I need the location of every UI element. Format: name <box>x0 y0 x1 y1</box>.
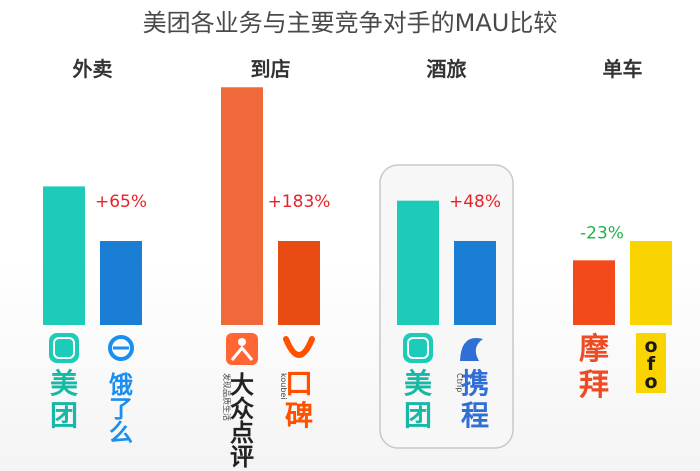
brand-logo-char: 团 <box>404 399 432 432</box>
dianping-figure-body <box>230 345 254 361</box>
ofo-badge-shape <box>636 333 666 393</box>
ctrip-dolphin-shape <box>460 337 483 361</box>
eleme-swirl-shape <box>108 335 134 361</box>
brand-logo-subtext: 发现品质生活 <box>222 373 232 421</box>
bar-dianping <box>221 87 263 325</box>
change-percent-label: +48% <box>449 192 501 212</box>
brand-logo-char: 拜 <box>579 368 609 403</box>
brand-logo-char: o <box>644 371 657 393</box>
brand-logo-char: 评 <box>230 443 254 471</box>
meituan-badge-inner <box>53 337 75 359</box>
meituan-badge-shape <box>49 333 79 363</box>
brand-logo-subtext: Ctrip <box>455 373 464 392</box>
brand-logo-char: 口 <box>285 367 313 400</box>
mobike-logo-icon: 摩拜 <box>579 332 609 403</box>
brand-logo-char: 点 <box>230 419 254 447</box>
change-percent-label: -23% <box>580 223 624 243</box>
chart-title: 美团各业务与主要竞争对手的MAU比较 <box>143 9 558 37</box>
category-label: 酒旅 <box>427 57 467 81</box>
brand-logo-char: 美 <box>50 367 78 400</box>
bar-eleme <box>100 241 142 325</box>
ofo-logo-icon: ofo <box>636 333 666 393</box>
eleme-logo-icon: 饿了么 <box>108 335 134 447</box>
brand-logo-char: 饿 <box>108 371 133 399</box>
category-label: 单车 <box>603 57 643 81</box>
meituan-badge-inner <box>407 337 429 359</box>
brand-logo-char: o <box>644 335 657 357</box>
change-percent-label: +65% <box>95 192 147 212</box>
brand-logo-char: 程 <box>461 399 489 432</box>
brand-logo-char: 么 <box>109 419 133 447</box>
brand-logo-subtext: koubei <box>279 373 288 400</box>
bar-koubei <box>278 241 320 325</box>
bar-ctrip <box>454 241 496 325</box>
brand-logo-char: 大 <box>230 371 254 399</box>
brand-logo-char: f <box>647 353 656 375</box>
bar-mobike <box>573 260 615 325</box>
bar-meituan <box>43 186 85 325</box>
meituan-badge-shape <box>403 333 433 363</box>
meituan-logo-icon: 美团 <box>403 333 433 432</box>
koubei-smile-shape <box>283 336 315 358</box>
brand-logo-char: 摩 <box>579 332 609 367</box>
dianping-figure-head <box>238 338 246 346</box>
brand-logo-char: 携 <box>461 367 489 400</box>
brand-logo-char: 碑 <box>285 399 313 432</box>
ctrip-logo-icon: 携程 Ctrip <box>455 337 489 432</box>
category-label: 到店 <box>251 57 291 81</box>
brand-logo-char: 了 <box>109 395 133 423</box>
bar-ofo <box>630 241 672 325</box>
brand-logo-char: 团 <box>50 399 78 432</box>
brand-logo-char: 美 <box>404 367 432 400</box>
brand-logo-char: 众 <box>230 395 254 423</box>
meituan-logo-icon: 美团 <box>49 333 79 432</box>
change-percent-label: +183% <box>268 192 331 212</box>
category-label: 外卖 <box>73 57 113 81</box>
bar-meituan <box>397 200 439 325</box>
